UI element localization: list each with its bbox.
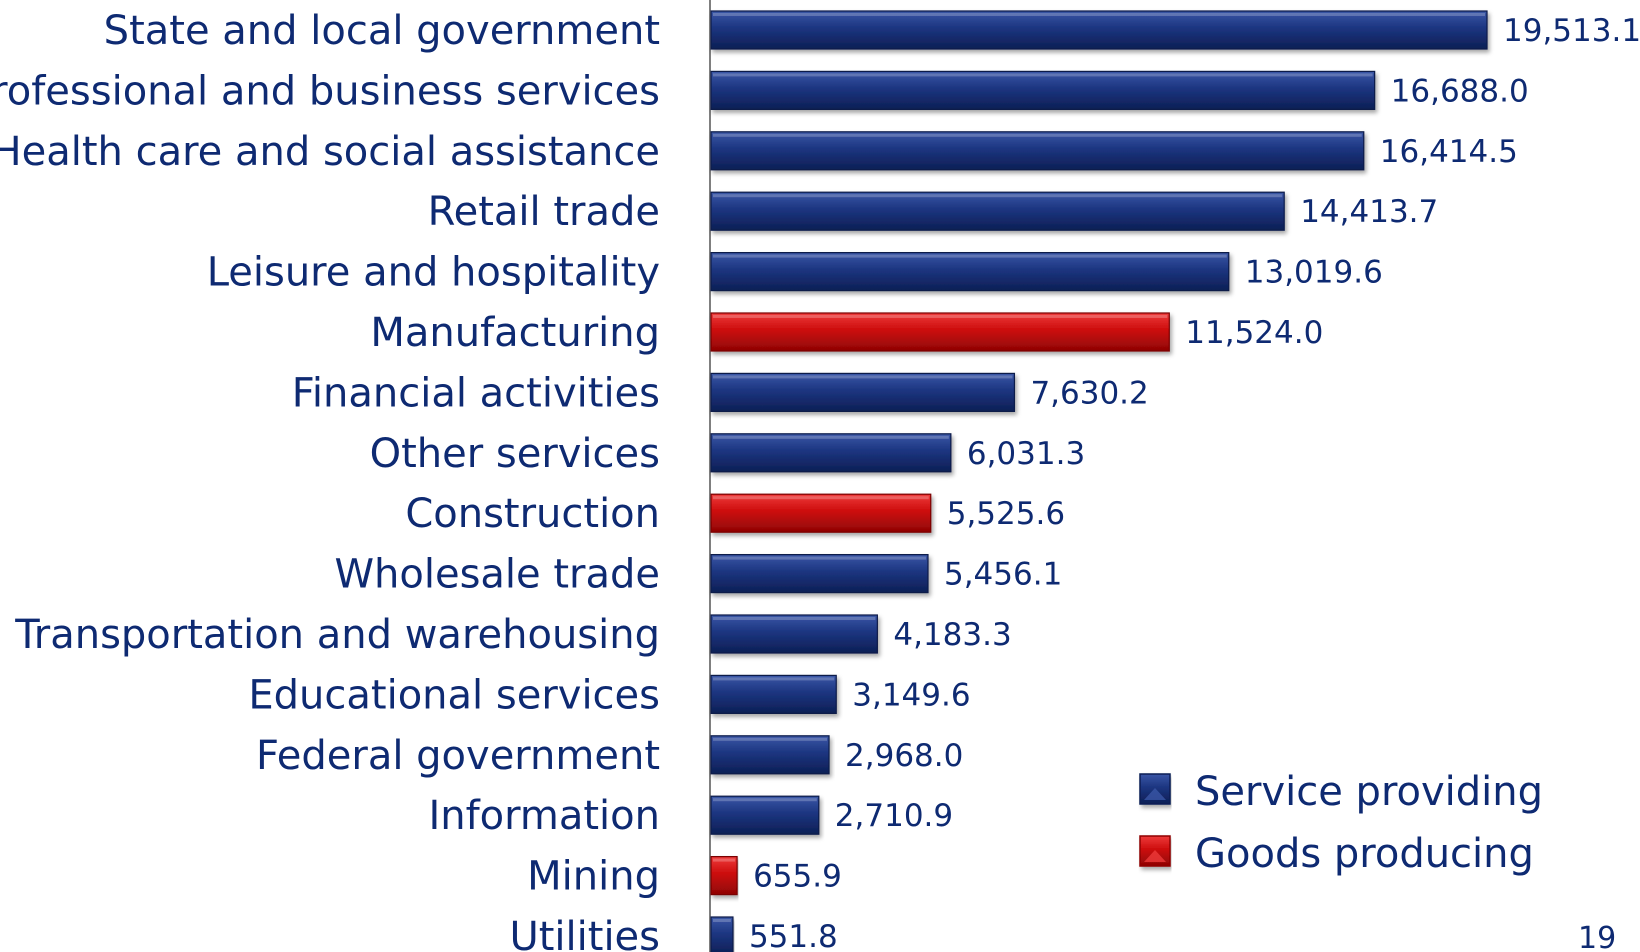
bar-health-care-and-social-assistance	[710, 131, 1365, 171]
category-label-federal-government: Federal government	[256, 733, 660, 779]
value-label-retail-trade: 14,413.7	[1300, 194, 1438, 230]
bar-state-and-local-government	[710, 10, 1488, 50]
bar-utilities	[710, 916, 734, 952]
bar-highlight-educational-services	[713, 677, 835, 681]
value-label-mining: 655.9	[753, 859, 842, 895]
bar-rect-utilities	[710, 916, 734, 952]
bar-mining	[710, 855, 738, 896]
bar-rect-leisure-and-hospitality	[710, 252, 1230, 292]
category-label-information: Information	[428, 793, 660, 839]
legend-item-goods: Goods producing	[1139, 831, 1534, 877]
bar-other-services	[710, 433, 952, 473]
bar-rect-mining	[710, 855, 738, 896]
bar-rect-other-services	[710, 433, 952, 473]
legend-swatch-goods-bevel	[1144, 850, 1166, 862]
bar-information	[710, 795, 820, 835]
bar-federal-government	[710, 735, 830, 775]
bar-transportation-and-warehousing	[710, 614, 878, 654]
bar-rect-educational-services	[710, 674, 837, 715]
bar-rect-health-care-and-social-assistance	[710, 131, 1365, 171]
value-label-construction: 5,525.6	[947, 496, 1065, 532]
value-label-health-care-and-social-assistance: 16,414.5	[1380, 134, 1518, 170]
value-label-other-services: 6,031.3	[967, 436, 1085, 472]
value-label-financial-activities: 7,630.2	[1030, 375, 1148, 411]
category-label-retail-trade: Retail trade	[428, 189, 660, 235]
bar-rect-federal-government	[710, 735, 830, 775]
bar-highlight-wholesale-trade	[713, 556, 926, 560]
value-label-state-and-local-government: 19,513.1	[1503, 13, 1640, 49]
category-label-utilities: Utilities	[509, 914, 660, 952]
category-label-other-services: Other services	[370, 431, 660, 477]
category-label-leisure-and-hospitality: Leisure and hospitality	[207, 250, 660, 296]
bar-financial-activities	[710, 372, 1016, 412]
value-label-wholesale-trade: 5,456.1	[944, 557, 1062, 593]
bar-highlight-retail-trade	[713, 194, 1283, 198]
category-label-transportation-and-warehousing: Transportation and warehousing	[14, 612, 660, 658]
bar-rect-financial-activities	[710, 372, 1016, 412]
bar-highlight-leisure-and-hospitality	[713, 254, 1227, 258]
bar-rect-retail-trade	[710, 191, 1285, 231]
category-label-wholesale-trade: Wholesale trade	[334, 552, 660, 598]
bar-educational-services	[710, 674, 837, 715]
legend-label-goods: Goods producing	[1195, 831, 1534, 877]
value-label-manufacturing: 11,524.0	[1185, 315, 1323, 351]
legend: Service providing Goods producing	[1139, 769, 1543, 877]
value-label-educational-services: 3,149.6	[852, 677, 970, 713]
page-number: 19	[1578, 921, 1616, 952]
bar-highlight-federal-government	[713, 737, 828, 741]
legend-item-service: Service providing	[1139, 769, 1543, 815]
category-label-financial-activities: Financial activities	[292, 370, 660, 416]
bar-rect-construction	[710, 493, 932, 533]
bar-retail-trade	[710, 191, 1285, 231]
bar-highlight-information	[713, 798, 817, 802]
bar-wholesale-trade	[710, 553, 929, 594]
bar-rect-wholesale-trade	[710, 553, 929, 594]
legend-swatch-service-bevel	[1144, 788, 1166, 800]
bar-rect-transportation-and-warehousing	[710, 614, 878, 654]
bar-highlight-utilities	[713, 919, 731, 922]
bar-highlight-state-and-local-government	[713, 13, 1485, 16]
bar-highlight-mining	[713, 858, 736, 862]
value-label-leisure-and-hospitality: 13,019.6	[1245, 255, 1383, 291]
bar-leisure-and-hospitality	[710, 252, 1230, 292]
bar-highlight-health-care-and-social-assistance	[713, 133, 1362, 137]
category-label-health-care-and-social-assistance: Health care and social assistance	[0, 129, 660, 175]
bar-rect-professional-and-business-services	[710, 70, 1376, 111]
value-label-federal-government: 2,968.0	[845, 738, 963, 774]
value-label-utilities: 551.8	[749, 919, 838, 952]
value-label-transportation-and-warehousing: 4,183.3	[893, 617, 1011, 653]
bar-rect-information	[710, 795, 820, 835]
category-label-state-and-local-government: State and local government	[104, 8, 660, 54]
bar-highlight-construction	[713, 496, 929, 500]
bar-rect-state-and-local-government	[710, 10, 1488, 50]
legend-label-service: Service providing	[1195, 769, 1543, 815]
bar-highlight-professional-and-business-services	[713, 73, 1373, 77]
value-label-professional-and-business-services: 16,688.0	[1391, 73, 1529, 109]
bar-rect-manufacturing	[710, 312, 1170, 352]
bar-professional-and-business-services	[710, 70, 1376, 111]
category-label-professional-and-business-services: Professional and business services	[0, 68, 660, 114]
bar-highlight-financial-activities	[713, 375, 1013, 379]
value-label-information: 2,710.9	[835, 798, 953, 834]
bar-manufacturing	[710, 312, 1170, 352]
category-label-construction: Construction	[405, 491, 660, 537]
bar-highlight-manufacturing	[713, 315, 1168, 318]
bar-highlight-other-services	[713, 435, 949, 439]
category-label-manufacturing: Manufacturing	[370, 310, 660, 356]
bar-construction	[710, 493, 932, 533]
bar-highlight-transportation-and-warehousing	[713, 617, 876, 620]
category-label-educational-services: Educational services	[248, 672, 660, 718]
category-label-mining: Mining	[527, 854, 660, 900]
